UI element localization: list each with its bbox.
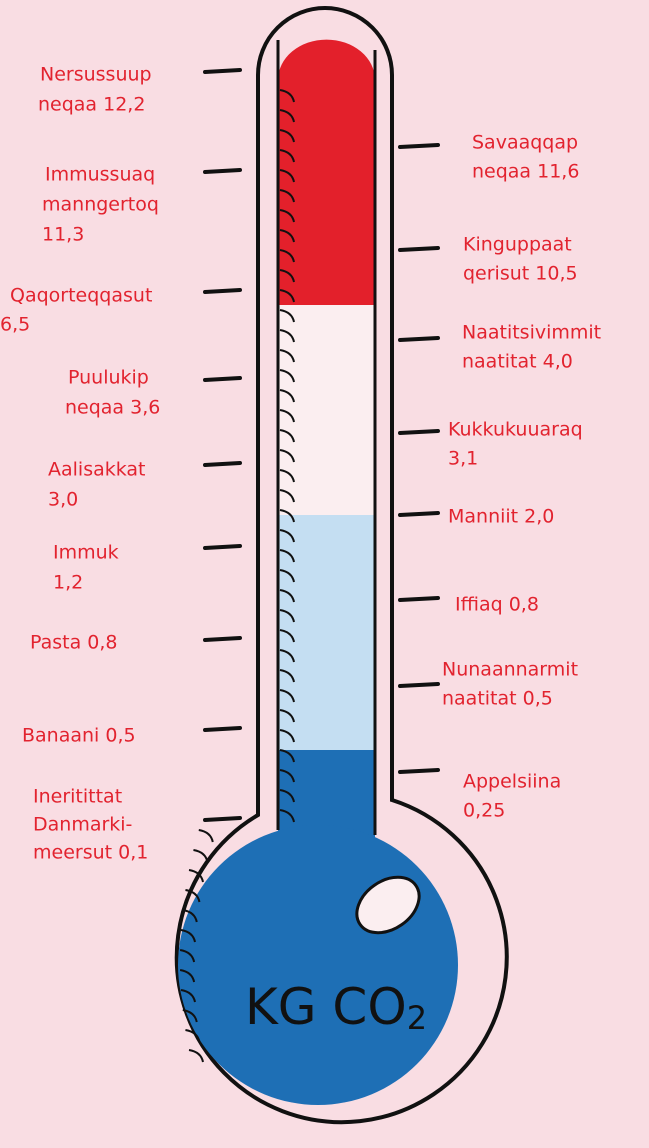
tick-dash (205, 463, 240, 465)
tick-dash (205, 70, 240, 72)
label: Immuk (53, 542, 119, 564)
label: meersut 0,1 (33, 842, 148, 864)
label: Banaani 0,5 (22, 725, 136, 747)
tick-dash (205, 546, 240, 548)
page: KG CO2 Nersussuup neqaa 12,2 Immussuaq mann… (0, 0, 649, 1148)
label: Immussuaq (45, 164, 155, 186)
label: Danmarki- (33, 814, 132, 836)
label: manngertoq (42, 194, 159, 216)
label: neqaa 11,6 (472, 161, 579, 183)
tick-dash (205, 290, 240, 292)
label: Naatitsivimmit (462, 322, 601, 344)
tick-dash (205, 728, 240, 730)
tick-dash (400, 431, 438, 433)
bulb-label: KG CO2 (245, 978, 427, 1038)
tick-dash (400, 684, 438, 686)
label: qerisut 10,5 (463, 263, 578, 285)
tick-dash (400, 770, 438, 772)
label: 6,5 (0, 314, 30, 336)
label: Manniit 2,0 (448, 506, 554, 528)
bulb (178, 825, 458, 1105)
label: Nersussuup (40, 64, 152, 86)
label: 3,0 (48, 489, 78, 511)
label: Ineritittat (33, 786, 122, 808)
tick-dash (400, 145, 438, 147)
tick-dash (400, 338, 438, 340)
label: Aalisakkat (48, 459, 146, 481)
label: 0,25 (463, 800, 505, 822)
light-blue-zone (278, 515, 375, 750)
label: naatitat 0,5 (442, 688, 553, 710)
label: Kinguppaat (463, 234, 572, 256)
tick-dash (205, 818, 240, 820)
label: Appelsiina (463, 771, 561, 793)
label: Puulukip (68, 367, 149, 389)
label: Iffiaq 0,8 (455, 594, 539, 616)
label: 3,1 (448, 448, 478, 470)
label: 1,2 (53, 572, 83, 594)
thermometer-infographic: KG CO2 Nersussuup neqaa 12,2 Immussuaq mann… (0, 0, 649, 1148)
tick-dash (205, 638, 240, 640)
label: neqaa 3,6 (65, 397, 160, 419)
tick-dash (400, 513, 438, 515)
bulb-sub: 2 (407, 999, 427, 1037)
tick-dash (205, 378, 240, 380)
label: neqaa 12,2 (38, 94, 145, 116)
tick-dash (205, 170, 240, 172)
label: Savaaqqap (472, 132, 578, 154)
label: Qaqorteqqasut (10, 285, 152, 307)
tick-dash (400, 598, 438, 600)
label: Nunaannarmit (442, 659, 578, 681)
bulb-main: KG CO (245, 978, 407, 1036)
label: Pasta 0,8 (30, 632, 118, 654)
label: naatitat 4,0 (462, 351, 573, 373)
red-zone (278, 40, 375, 305)
label: 11,3 (42, 224, 84, 246)
label: Kukkukuuaraq (448, 419, 583, 441)
tick-dash (400, 248, 438, 250)
